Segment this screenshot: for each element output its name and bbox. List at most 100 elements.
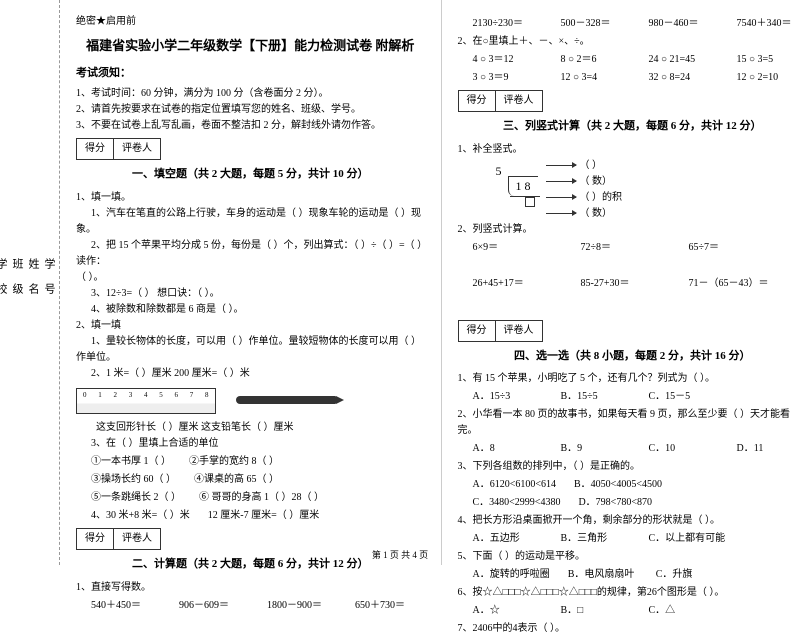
s3: 3、下列各组数的排列中，（ ）是正确的。 [458,459,800,475]
s5a: A．旋转的呼啦圈 [473,567,550,583]
vlab4: （ 数） [580,206,613,222]
marker-label-3: 评卷人 [495,90,543,112]
secret-label: 绝密★启用前 [76,14,425,30]
q2-3b: ②手掌的宽约 8（ ） [189,454,279,470]
c2b: 500－328＝ [561,16,631,32]
s4c: C．以上都有可能 [649,531,726,547]
c3g: 32 ○ 8=24 [649,70,719,86]
c3e: 3 ○ 3＝9 [473,70,543,86]
score-label-3: 得分 [458,90,495,112]
division-diagram: 5 1 8 （ ） （ 数） （ ）的积 （ 数） [478,158,800,222]
c3f: 12 ○ 3=4 [561,70,631,86]
vb: 72÷8＝ [581,240,671,256]
q2-1: 1、量较长物体的长度，可以用（ ）作单位。量较短物体的长度可以用（ ）作单位。 [76,334,425,366]
c1-head: 1、直接写得数。 [76,580,425,596]
s5c: C．升旗 [656,567,726,583]
q2-3f: ⑥ 哥哥的身高 1（ ）28（ ） [199,490,324,506]
side-banji: 班级 [9,258,25,308]
q2-4b: 12 厘米-7 厘米=（ ）厘米 [208,508,319,524]
q2-3-head: 3、在（ ）里填上合适的单位 [76,436,425,452]
q2-2: 2、1 米=（ ）厘米 200 厘米=（ ）米 [76,366,425,382]
side-xuehao: 学号 [41,258,57,308]
score-label-4: 得分 [458,320,495,342]
q1-2a: 2、把 15 个苹果平均分成 5 份，每份是（ ）个，列出算式：（ ）÷（ ）=… [76,238,425,270]
s3b: B．4050<4005<4500 [574,477,662,493]
s3c: C．3480<2999<4380 [473,495,561,511]
section-3-title: 三、列竖式计算（共 2 大题，每题 6 分，共计 12 分） [458,118,800,136]
score-label: 得分 [76,138,113,160]
va: 6×9＝ [473,240,563,256]
c1d: 650＋730＝ [355,598,425,614]
q2-3d: ④课桌的高 65（ ） [194,472,279,488]
score-box-4: 得分 评卷人 [458,320,800,342]
ruler-label: 这支回形针长（ ）厘米 这支铅笔长（ ）厘米 [96,420,425,436]
main-content: 绝密★启用前 福建省实验小学二年级数学【下册】能力检测试卷 附解析 考试须知： … [60,0,800,565]
paper-title: 福建省实验小学二年级数学【下册】能力检测试卷 附解析 [76,36,425,57]
s6: 6、按☆△□□□☆△□□□☆△□□□的规律，第26个图形是（ ）。 [458,585,800,601]
s2a: A．8 [473,441,543,457]
c1c: 1800－900＝ [267,598,337,614]
s2d: D．11 [737,441,800,457]
vc: 65÷7＝ [689,240,759,256]
s6b: B．□ [561,603,631,619]
v1: 1、补全竖式。 [458,142,800,158]
marker-label: 评卷人 [113,138,161,160]
ve: 85-27+30＝ [581,276,671,292]
side-xingming: 姓名 [25,258,41,308]
s1b: B．15÷5 [561,389,631,405]
section-4-title: 四、选一选（共 8 小题，每题 2 分，共计 16 分） [458,348,800,366]
notice-2: 2、请首先按要求在试卷的指定位置填写您的姓名、班级、学号。 [76,102,425,118]
q2-head: 2、填一填 [76,318,425,334]
q1-4: 4、被除数和除数都是 6 商是（ ）。 [76,302,425,318]
s2b: B．9 [561,441,631,457]
binding-margin: 学号 姓名 班级 学校 乡镇(街道) [0,0,60,565]
s2c: C．10 [649,441,719,457]
score-box-3: 得分 评卷人 [458,90,800,112]
marker-label-4: 评卷人 [495,320,543,342]
q2-4a: 4、30 米+8 米=（ ）米 [91,508,190,524]
c2a: 2130÷230＝ [473,16,543,32]
pen-image [236,392,346,410]
notice-1: 1、考试时间：60 分钟，满分为 100 分（含卷面分 2 分）。 [76,86,425,102]
ruler-row [76,388,425,414]
q1-head: 1、填一填。 [76,190,425,206]
s4: 4、把长方形沿桌面掀开一个角，剩余部分的形状就是（ ）。 [458,513,800,529]
v2: 2、列竖式计算。 [458,222,800,238]
c1a: 540＋450＝ [91,598,161,614]
vlab3: （ ）的积 [580,190,623,206]
s1a: A．15÷3 [473,389,543,405]
s6a: A．☆ [473,603,543,619]
s6c: C．△ [649,603,719,619]
q2-3a: ①一本书厚 1（ ） [91,454,171,470]
score-box-1: 得分 评卷人 [76,138,425,160]
vlab2: （ 数） [580,174,613,190]
notice-head: 考试须知： [76,65,425,83]
c3d: 15 ○ 3=5 [737,52,800,68]
section-1-title: 一、填空题（共 2 大题，每题 5 分，共计 10 分） [76,166,425,184]
c2d: 7540＋340＝ [737,16,800,32]
left-column: 绝密★启用前 福建省实验小学二年级数学【下册】能力检测试卷 附解析 考试须知： … [60,0,442,565]
ruler-image [76,388,216,414]
score-box-2: 得分 评卷人 [76,528,425,550]
vd: 26+45+17＝ [473,276,563,292]
s5: 5、下面（ ）的运动是平移。 [458,549,800,565]
s3a: A．6120<6100<614 [473,477,557,493]
score-label-2: 得分 [76,528,113,550]
s2: 2、小华看一本 80 页的故事书，如果每天看 9 页，那么至少要（ ）天才能看完… [458,407,800,439]
q1-2b: （ ）。 [76,270,425,286]
c3h: 12 ○ 2=10 [737,70,800,86]
c3a: 4 ○ 3＝12 [473,52,543,68]
page-footer: 第 1 页 共 4 页 [372,548,428,561]
s1: 1、有 15 个苹果，小明吃了 5 个，还有几个？列式为（ ）。 [458,371,800,387]
s7: 7、2406中的4表示（ ）。 [458,621,800,637]
s3d: D．798<780<870 [578,495,652,511]
q1-3: 3、12÷3=（ ） 想口诀：（ ）。 [76,286,425,302]
vf: 71－（65－43）＝ [689,276,769,292]
c3c: 24 ○ 21=45 [649,52,719,68]
c3b: 8 ○ 2＝6 [561,52,631,68]
notice-3: 3、不要在试卷上乱写乱画，卷面不整洁扣 2 分，解封线外请勿作答。 [76,118,425,134]
s4b: B．三角形 [561,531,631,547]
vlab1: （ ） [580,158,603,174]
c3-head: 2、在○里填上＋、－、×、÷。 [458,34,800,50]
c1b: 906－609＝ [179,598,249,614]
